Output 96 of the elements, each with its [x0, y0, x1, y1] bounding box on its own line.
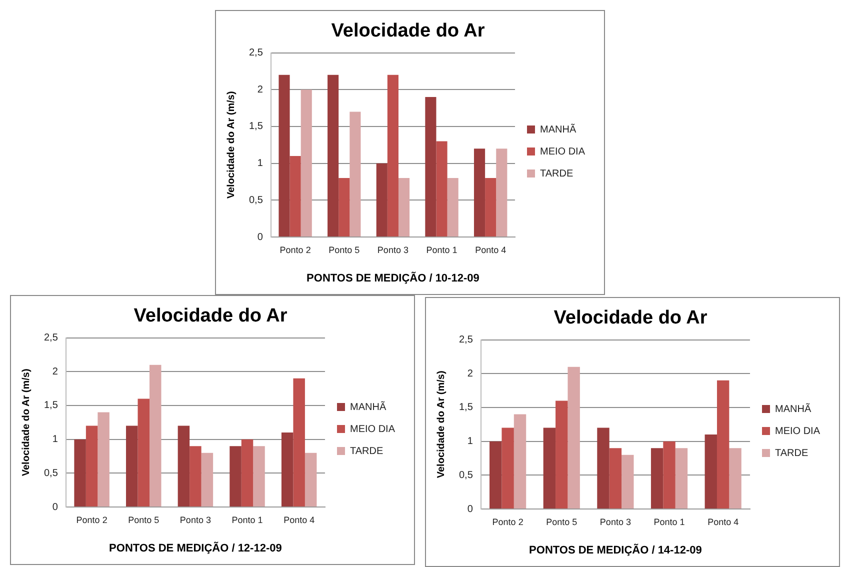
bar: [190, 446, 202, 506]
bar: [201, 452, 214, 506]
bar: [387, 74, 398, 236]
bar: [178, 426, 190, 506]
bar: [281, 432, 294, 506]
bar: [241, 439, 254, 506]
x-tick-label: Ponto 4: [708, 516, 739, 527]
bar: [514, 414, 526, 508]
y-tick-label: 1,5: [248, 121, 264, 132]
bar: [650, 448, 664, 508]
bar: [293, 378, 305, 506]
y-axis-title: Velocidade do Ar (m/s): [436, 370, 447, 478]
bar: [86, 426, 98, 506]
bar: [150, 364, 162, 506]
x-tick-label: Ponto 3: [600, 516, 631, 527]
x-tick-label: Ponto 2: [76, 514, 108, 525]
bar: [138, 398, 150, 506]
bar: [663, 441, 676, 508]
x-tick-label: Ponto 5: [128, 514, 160, 525]
x-axis-title: PONTOS DE MEDIÇÃO / 14-12-09: [529, 543, 702, 556]
bar: [543, 428, 556, 508]
bar: [425, 97, 436, 236]
bar: [675, 448, 688, 508]
x-tick-label: Ponto 5: [328, 244, 360, 255]
y-tick-label: 0,5: [458, 470, 474, 481]
y-axis-title: Velocidade do Ar (m/s): [20, 368, 32, 476]
y-tick-label: 2,5: [44, 332, 58, 344]
x-tick-label: Ponto 2: [280, 244, 311, 255]
bar: [556, 400, 568, 508]
x-tick-label: Ponto 4: [284, 514, 315, 525]
bar: [338, 178, 350, 236]
bar: [398, 178, 410, 236]
bar: [609, 448, 622, 508]
bar: [376, 163, 388, 236]
legend-label: TARDE: [350, 446, 384, 457]
bar: [622, 454, 634, 508]
y-tick-label: 0: [467, 504, 474, 515]
y-tick-label: 2: [52, 366, 58, 378]
bar: [278, 74, 290, 236]
y-tick-label: 0: [257, 232, 264, 243]
x-tick-label: Ponto 1: [426, 244, 458, 255]
bar: [502, 428, 514, 508]
legend-label: MEIO DIA: [774, 426, 820, 437]
bar: [490, 441, 502, 508]
x-axis-title: PONTOS DE MEDIÇÃO / 12-12-09: [109, 541, 282, 554]
bar: [496, 148, 508, 236]
y-tick-label: 0,5: [44, 468, 58, 479]
x-tick-label: Ponto 3: [377, 244, 408, 255]
y-tick-label: 1: [257, 158, 264, 170]
bar: [350, 112, 361, 236]
x-tick-label: Ponto 4: [475, 244, 506, 255]
x-tick-label: Ponto 5: [546, 516, 578, 527]
y-tick-label: 2: [257, 84, 264, 96]
bar: [328, 74, 339, 236]
bar: [716, 380, 730, 508]
x-tick-label: Ponto 2: [492, 516, 524, 527]
bar: [485, 178, 496, 236]
x-tick-label: Ponto 1: [654, 516, 685, 527]
y-axis-title: Velocidade do Ar (m/s): [226, 91, 237, 199]
chart-title: Velocidade do Ar: [331, 20, 486, 42]
chart-title: Velocidade do Ar: [554, 308, 708, 329]
y-tick-label: 1,5: [458, 402, 474, 414]
bar: [253, 446, 265, 506]
legend-label: MANHÃ: [350, 400, 386, 413]
bar: [704, 434, 717, 508]
bar: [230, 446, 242, 506]
y-tick-label: 0,5: [248, 194, 264, 206]
legend-label: MEIO DIA: [350, 424, 396, 435]
bar: [447, 178, 458, 236]
bar: [126, 426, 138, 506]
y-tick-label: 2,5: [248, 48, 264, 59]
bar: [98, 412, 110, 506]
legend-label: MEIO DIA: [540, 146, 586, 158]
y-tick-label: 0: [52, 502, 58, 513]
y-tick-label: 2: [467, 368, 474, 380]
y-tick-label: 1: [52, 434, 58, 446]
legend-label: MANHÃ: [774, 402, 812, 415]
bar: [74, 439, 86, 506]
bar: [597, 428, 610, 508]
x-tick-label: Ponto 3: [180, 514, 211, 525]
bar: [300, 90, 312, 236]
bar: [568, 366, 580, 508]
legend-label: TARDE: [540, 168, 574, 180]
bar: [436, 141, 448, 236]
x-tick-label: Ponto 1: [232, 514, 263, 525]
y-tick-label: 1,5: [44, 400, 58, 412]
bar: [290, 156, 301, 236]
chart-title: Velocidade do Ar: [134, 306, 288, 327]
bar: [474, 148, 486, 236]
bar: [304, 452, 317, 506]
x-axis-title: PONTOS DE MEDIÇÃO / 10-12-09: [306, 271, 480, 284]
bar: [729, 448, 742, 508]
y-tick-label: 1: [467, 436, 474, 448]
legend-label: MANHÃ: [540, 123, 576, 136]
y-tick-label: 2,5: [458, 334, 474, 346]
legend-label: TARDE: [774, 448, 808, 459]
